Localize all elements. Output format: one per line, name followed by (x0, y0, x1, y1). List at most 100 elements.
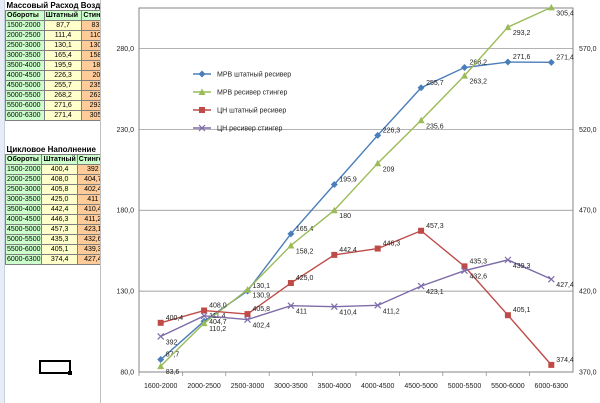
table-cell[interactable]: 130,1 (43, 40, 83, 51)
table-cell[interactable]: 405,8 (41, 184, 78, 195)
table-cell[interactable]: 3000-3500 (4, 194, 43, 205)
data-label: 427,4 (556, 282, 574, 289)
data-label: 235,6 (426, 123, 444, 130)
data-point-marker (244, 311, 251, 318)
data-point-marker (287, 230, 295, 238)
x-axis-tick-label: 3500-4000 (318, 383, 352, 390)
data-label: 442,4 (339, 247, 357, 254)
column-header[interactable]: Штатный (41, 154, 78, 165)
column-header[interactable]: Обороты (4, 154, 43, 165)
data-point-marker (200, 312, 208, 320)
table-cell[interactable]: 2000-2500 (5, 30, 45, 41)
series-line (160, 259, 552, 338)
x-axis-tick-label: 1600-2000 (144, 383, 178, 390)
table-cell[interactable]: 446,3 (41, 214, 78, 225)
fill-handle[interactable] (68, 371, 72, 375)
table-row: 4000-4500 446,3 411,2 (4, 214, 109, 225)
column-header[interactable]: Штатный (43, 10, 83, 21)
data-point-marker (548, 361, 555, 368)
table-cell[interactable]: 2000-2500 (4, 174, 43, 185)
table-cell[interactable]: 165,4 (43, 50, 83, 61)
table-cell[interactable]: 4500-5000 (5, 80, 45, 91)
table-cell[interactable]: 405,1 (41, 244, 78, 255)
table-cell[interactable]: 374,4 (41, 254, 78, 265)
table-cell[interactable]: 3500-4000 (5, 60, 45, 71)
table-cell[interactable]: 2500-3000 (4, 184, 43, 195)
table-cell[interactable]: 6000-6300 (5, 110, 45, 121)
selected-cell[interactable] (39, 360, 71, 374)
table-cell[interactable]: 195,9 (43, 60, 83, 71)
table-cell[interactable]: 271,6 (43, 100, 83, 111)
data-point-marker (198, 88, 206, 95)
table-row: 3000-3500 425,0 411 (4, 194, 109, 205)
data-point-marker (461, 72, 468, 79)
x-axis-tick-label: 6000-6300 (535, 383, 569, 390)
table-cell[interactable]: 1500-2000 (4, 164, 43, 175)
table-row: 5500-6000 271,6 293,2 (5, 100, 116, 111)
table-cell[interactable]: 2500-3000 (5, 40, 45, 51)
table-cell[interactable]: 442,4 (41, 204, 78, 215)
x-axis-tick-label: 4000-4500 (361, 383, 395, 390)
table-row: 2500-3000 130,1 130,9 (5, 40, 116, 51)
table-cell[interactable]: 425,0 (41, 194, 78, 205)
column-header[interactable]: Обороты (5, 10, 45, 21)
data-label: 405,8 (253, 306, 271, 313)
table-cell[interactable]: 255,7 (43, 80, 83, 91)
left-axis-tick-label: 230,0 (116, 127, 134, 134)
data-point-marker (461, 263, 468, 270)
table-cell[interactable]: 268,2 (43, 90, 83, 101)
data-point-marker (504, 256, 512, 264)
table-cell[interactable]: 5000-5500 (4, 234, 43, 245)
data-label: 457,3 (426, 223, 444, 230)
table-title[interactable]: Цикловое Наполнение (5, 145, 109, 155)
data-point-marker (417, 84, 425, 92)
table-cell[interactable]: 5500-6000 (4, 244, 43, 255)
data-label: 404,7 (209, 319, 227, 326)
data-point-marker (198, 70, 206, 78)
data-point-marker (504, 312, 511, 319)
data-label: 255,7 (426, 80, 444, 87)
data-point-marker (330, 303, 338, 311)
table-cell[interactable]: 435,3 (41, 234, 78, 245)
data-point-marker (287, 241, 295, 249)
table-cell[interactable]: 87,7 (43, 20, 83, 31)
table-row: 5000-5500 268,2 263,2 (5, 90, 116, 101)
table-cell[interactable]: 4500-5000 (4, 224, 43, 235)
table-cell[interactable]: 408,0 (41, 174, 78, 185)
right-axis-tick-label: 470,0 (579, 208, 597, 215)
x-axis-tick-label: 5500-6000 (491, 383, 525, 390)
data-point-marker (157, 362, 165, 370)
data-label: 425,0 (296, 275, 314, 282)
air-flow-table: Массовый Расход Воздуха Обороты Штатный Сти… (5, 1, 116, 121)
table-cell[interactable]: 111,4 (43, 30, 83, 41)
table-cell[interactable]: 5000-5500 (5, 90, 45, 101)
table-row: 6000-6300 374,4 427,4 (4, 254, 109, 265)
table-cell[interactable]: 271,4 (43, 110, 83, 121)
data-point-marker (417, 282, 425, 290)
data-point-marker (201, 307, 208, 314)
table-cell[interactable]: 3500-4000 (4, 204, 43, 215)
table-row: 4500-5000 457,3 423,1 (4, 224, 109, 235)
table-cell[interactable]: 4000-4500 (4, 214, 43, 225)
table-row: 3500-4000 195,9 180 (5, 60, 116, 71)
data-point-marker (244, 286, 251, 293)
table-cell[interactable]: 6000-6300 (4, 254, 43, 265)
table-cell[interactable]: 3000-3500 (5, 50, 45, 61)
table-cell[interactable]: 4000-4500 (5, 70, 45, 81)
line-chart[interactable]: 80,0 130,0 180,0 230,0 280,0 370,0 420,0 470,0 5… (100, 0, 600, 403)
data-point-marker (547, 58, 555, 66)
table-cell[interactable]: 5500-6000 (5, 100, 45, 111)
table-cell[interactable]: 226,3 (43, 70, 83, 81)
data-label: 392 (166, 339, 178, 346)
chart-canvas: 80,0 130,0 180,0 230,0 280,0 370,0 420,0 470,0 5… (116, 3, 597, 390)
legend-label: МРВ ресивер стингер (217, 90, 287, 97)
table-cell[interactable]: 1500-2000 (5, 20, 45, 31)
table-title[interactable]: Массовый Расход Воздуха (5, 1, 115, 11)
data-label: 405,1 (513, 307, 531, 314)
table-cell[interactable]: 400,4 (41, 164, 78, 175)
data-point-marker (547, 275, 555, 283)
table-cell[interactable]: 457,3 (41, 224, 78, 235)
table-row: 2000-2500 408,0 404,7 (4, 174, 109, 185)
data-label: 446,3 (383, 241, 401, 248)
table-row: 3500-4000 442,4 410,4 (4, 204, 109, 215)
